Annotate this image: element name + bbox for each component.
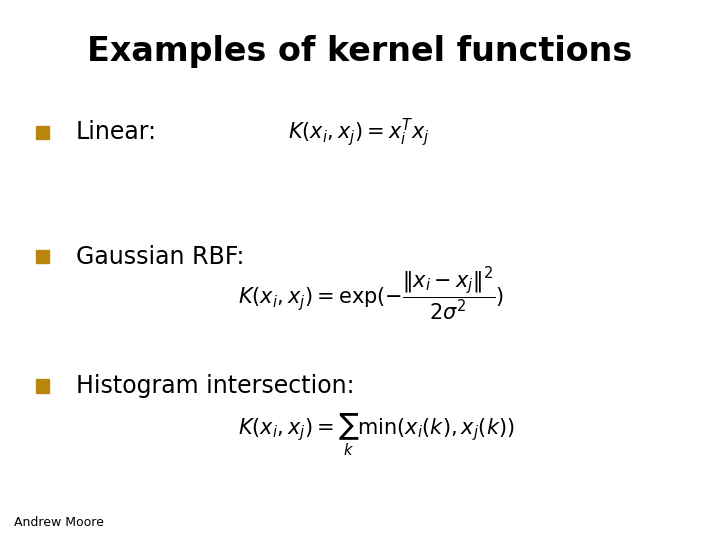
Text: $K(x_i, x_j) = \exp(-\dfrac{\|x_i - x_j\|^2}{2\sigma^2})$: $K(x_i, x_j) = \exp(-\dfrac{\|x_i - x_j\… <box>238 266 503 323</box>
Text: Histogram intersection:: Histogram intersection: <box>76 374 354 398</box>
Text: Examples of kernel functions: Examples of kernel functions <box>87 35 633 68</box>
Bar <box>36 379 49 393</box>
Bar <box>36 249 49 263</box>
Text: $K(x_i, x_j) = x_i^T x_j$: $K(x_i, x_j) = x_i^T x_j$ <box>288 116 430 148</box>
Bar <box>36 125 49 139</box>
Text: $K(x_i, x_j) = \sum_{k} \min(x_i(k), x_j(k))$: $K(x_i, x_j) = \sum_{k} \min(x_i(k), x_j… <box>238 411 514 458</box>
Text: Gaussian RBF:: Gaussian RBF: <box>76 245 244 268</box>
Text: Andrew Moore: Andrew Moore <box>14 516 104 529</box>
Text: Linear:: Linear: <box>76 120 157 144</box>
